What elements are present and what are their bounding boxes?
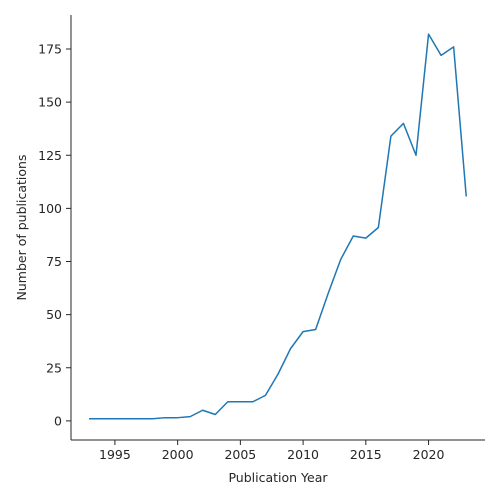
series-line (89, 33, 467, 420)
y-tick-label: 75 (46, 254, 62, 269)
y-tick-label: 175 (38, 42, 62, 57)
y-tick-label: 100 (38, 201, 62, 216)
x-tick-label: 2000 (162, 447, 194, 462)
x-tick-label: 2015 (350, 447, 382, 462)
y-tick-label: 125 (38, 148, 62, 163)
y-tick-label: 50 (46, 307, 62, 322)
y-tick-label: 150 (38, 95, 62, 110)
x-tick-label: 2010 (287, 447, 319, 462)
x-axis-label: Publication Year (228, 470, 328, 485)
x-tick-label: 2020 (413, 447, 445, 462)
y-axis-label: Number of publications (14, 155, 29, 301)
x-tick-label: 2005 (224, 447, 256, 462)
x-tick-label: 1995 (99, 447, 131, 462)
y-tick-label: 25 (46, 360, 62, 375)
x-axis-ticks: 1995 2000 2005 2010 2015 2020 (99, 440, 444, 462)
y-axis-ticks: 0 25 50 75 100 125 150 175 (38, 42, 71, 428)
y-tick-label: 0 (54, 413, 62, 428)
